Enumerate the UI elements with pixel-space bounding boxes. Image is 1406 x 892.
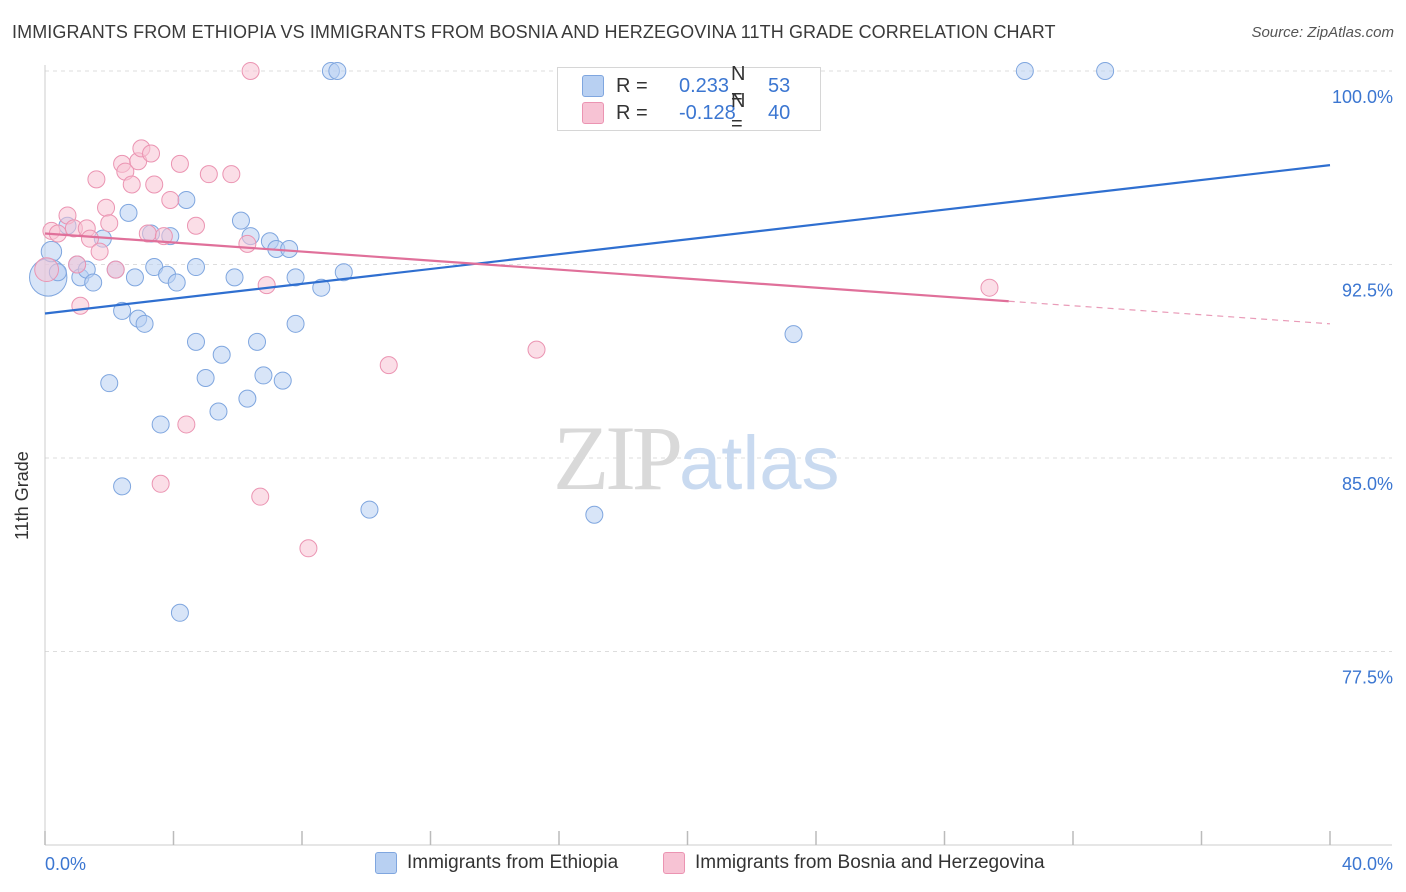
data-point-bosnia [186,216,205,235]
trend-line-extension-bosnia [1008,300,1331,325]
data-point-bosnia [199,165,218,184]
data-point-ethiopia [196,368,215,387]
data-point-ethiopia [84,273,103,292]
legend-r-label: R = [616,101,648,124]
data-point-ethiopia [784,325,803,344]
watermark-zip: ZIP [553,407,683,509]
data-point-bosnia [299,539,318,558]
legend-swatch-ethiopia [582,75,604,97]
data-point-ethiopia [212,345,231,364]
series-legend-swatch-bosnia [663,852,685,874]
watermark: ZIPatlas [553,405,840,511]
data-point-ethiopia [113,477,132,496]
trend-line-bosnia [44,232,1009,303]
data-point-ethiopia [312,278,331,297]
data-point-bosnia [97,198,116,217]
data-point-bosnia [980,278,999,297]
data-point-ethiopia [135,314,154,333]
data-point-ethiopia [328,61,347,80]
data-point-ethiopia [119,203,138,222]
y-tick-label: 100.0% [1332,87,1393,107]
data-point-ethiopia [100,374,119,393]
data-point-ethiopia [113,301,132,320]
data-point-bosnia [379,356,398,375]
data-point-bosnia [142,144,161,163]
legend-r-value-bosnia: -0.128 [679,101,736,124]
data-point-bosnia [161,190,180,209]
data-point-ethiopia [334,263,353,282]
data-point-ethiopia [360,500,379,519]
data-point-bosnia [71,296,90,315]
data-point-ethiopia [151,415,170,434]
data-point-ethiopia [286,268,305,287]
chart-title: IMMIGRANTS FROM ETHIOPIA VS IMMIGRANTS F… [12,22,1056,42]
y-tick-label: 85.0% [1342,474,1393,494]
data-point-bosnia [251,487,270,506]
data-point-bosnia [177,415,196,434]
legend-n-label: N = [731,90,746,135]
legend-n-label: N = [731,63,746,108]
data-point-ethiopia [248,332,267,351]
x-tick-label: 40.0% [1342,854,1393,874]
data-point-ethiopia [254,366,273,385]
data-point-ethiopia [186,258,205,277]
series-legend: Immigrants from Ethiopia Immigrants from… [0,852,1406,878]
data-point-bosnia [68,255,87,274]
data-point-ethiopia [186,332,205,351]
data-point-bosnia [170,154,189,173]
data-point-bosnia [87,170,106,189]
y-tick-label: 77.5% [1342,667,1393,687]
data-point-ethiopia [177,190,196,209]
source-credit: Source: ZipAtlas.com [1251,24,1394,41]
data-point-bosnia [34,257,60,283]
data-point-bosnia [154,227,173,246]
data-point-bosnia [151,474,170,493]
data-point-bosnia [90,242,109,261]
legend-swatch-bosnia [582,102,604,124]
data-point-ethiopia [1015,61,1034,80]
legend-r-value-ethiopia: 0.233 [679,74,730,97]
data-point-bosnia [238,234,257,253]
series-legend-item-bosnia[interactable]: Immigrants from Bosnia and Herzegovina [663,852,1045,874]
data-point-ethiopia [280,239,299,258]
series-legend-label-ethiopia: Immigrants from Ethiopia [407,852,619,873]
y-axis-label: 11th Grade [12,451,32,540]
data-point-bosnia [222,165,241,184]
data-point-ethiopia [585,505,604,524]
series-legend-label-bosnia: Immigrants from Bosnia and Herzegovina [695,852,1045,873]
data-point-ethiopia [125,268,144,287]
data-point-ethiopia [231,211,250,230]
series-legend-swatch-ethiopia [375,852,397,874]
data-point-bosnia [241,61,260,80]
data-point-ethiopia [167,273,186,292]
legend-n-value-bosnia: 40 [768,101,791,124]
data-point-ethiopia [1096,61,1115,80]
data-point-ethiopia [209,402,228,421]
data-point-bosnia [257,276,276,295]
data-point-bosnia [145,175,164,194]
legend-n-value-ethiopia: 53 [768,74,791,97]
y-tick-label: 92.5% [1342,280,1393,300]
watermark-atlas: atlas [679,421,840,506]
data-point-ethiopia [238,389,257,408]
stats-legend: R = 0.233 N = 53 R = -0.128 N = 40 [557,63,821,135]
data-point-ethiopia [225,268,244,287]
legend-r-label: R = [616,74,648,97]
data-point-ethiopia [170,603,189,622]
series-legend-item-ethiopia[interactable]: Immigrants from Ethiopia [375,852,618,874]
data-point-bosnia [527,340,546,359]
data-point-bosnia [106,260,125,279]
data-point-bosnia [80,229,99,248]
data-point-bosnia [100,214,119,233]
x-tick-label: 0.0% [45,854,86,874]
data-point-bosnia [122,175,141,194]
data-point-ethiopia [286,314,305,333]
trend-line-ethiopia [44,164,1331,315]
data-point-ethiopia [273,371,292,390]
